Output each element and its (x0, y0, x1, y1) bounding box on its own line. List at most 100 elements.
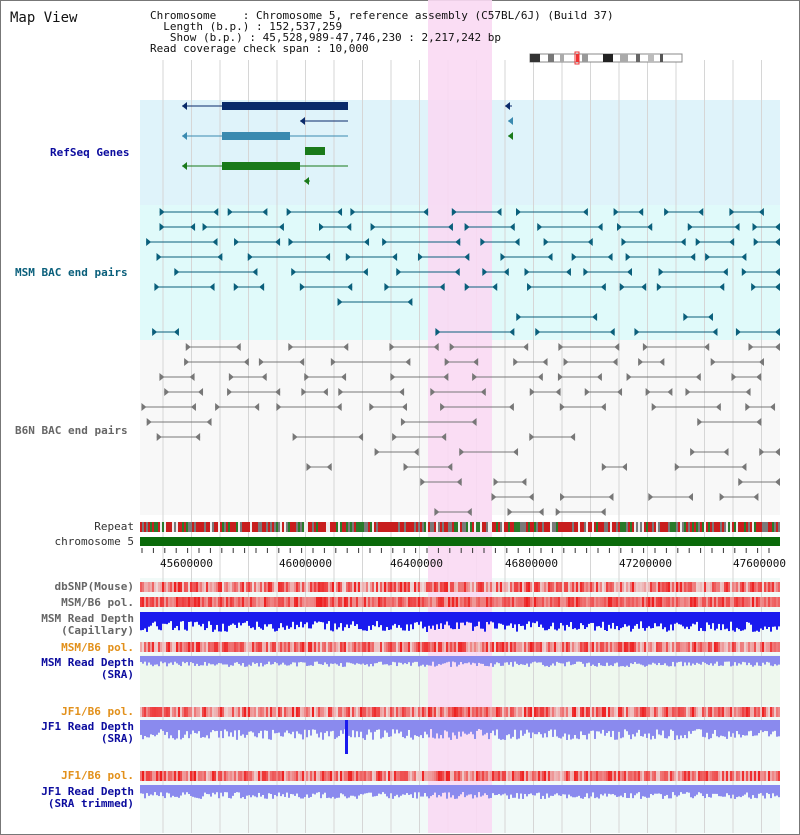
read-depth-bar (160, 720, 162, 730)
track-label-b6n-bac[interactable]: B6N BAC end pairs (15, 424, 128, 437)
track-label-msm-bac[interactable]: MSM BAC end pairs (15, 266, 128, 279)
bac-end (658, 268, 664, 276)
heatmap-cell (628, 582, 630, 592)
read-depth-bar (588, 785, 590, 799)
heatmap-cell (346, 771, 348, 781)
heatmap-cell (230, 707, 232, 717)
read-depth-bar (638, 720, 640, 730)
read-depth-bar (290, 720, 292, 735)
read-depth-bar (414, 656, 416, 662)
heatmap-cell (562, 597, 564, 607)
ideogram-band (620, 54, 628, 62)
heatmap-cell (632, 771, 634, 781)
read-depth-bar (164, 656, 166, 663)
heatmap-cell (420, 597, 422, 607)
read-depth-bar (202, 785, 204, 797)
repeat-segment (226, 522, 228, 532)
read-depth-bar (544, 612, 546, 631)
heatmap-cell (470, 771, 472, 781)
repeat-segment (534, 522, 536, 532)
heatmap-cell (534, 771, 536, 781)
read-depth-bar (702, 720, 704, 737)
read-depth-bar (200, 612, 202, 627)
repeat-segment (452, 522, 454, 532)
heatmap-cell (498, 642, 500, 652)
read-depth-bar (740, 720, 742, 738)
heatmap-cell (198, 642, 200, 652)
read-depth-bar (620, 785, 622, 796)
read-depth-bar (732, 785, 734, 795)
heatmap-cell (394, 642, 396, 652)
heatmap-cell (214, 582, 216, 592)
read-depth-bar (314, 612, 316, 622)
bac-end (341, 373, 347, 381)
read-depth-bar (464, 720, 466, 734)
repeat-segment (624, 522, 626, 532)
heatmap-cell (760, 582, 762, 592)
repeat-segment (490, 522, 492, 532)
heatmap-cell (550, 597, 552, 607)
heatmap-cell (568, 582, 570, 592)
heatmap-cell (520, 642, 522, 652)
read-depth-bar (706, 785, 708, 794)
read-depth-bar (192, 656, 194, 664)
heatmap-cell (616, 707, 618, 717)
heatmap-cell (270, 707, 272, 717)
read-depth-bar (680, 720, 682, 736)
heatmap-cell (510, 597, 512, 607)
read-depth-bar (464, 785, 466, 798)
heatmap-cell (744, 597, 746, 607)
read-depth-bar (380, 612, 382, 626)
heatmap-cell (678, 582, 680, 592)
heatmap-cell (282, 582, 284, 592)
repeat-segment (558, 522, 560, 532)
heatmap-cell (570, 771, 572, 781)
repeat-segment (728, 522, 730, 532)
heatmap-cell (670, 582, 672, 592)
heatmap-cell (534, 597, 536, 607)
read-depth-bar (738, 785, 740, 797)
heatmap-cell (746, 597, 748, 607)
read-depth-bar (514, 785, 516, 798)
read-depth-bar (626, 785, 628, 798)
heatmap-cell (174, 597, 176, 607)
heatmap-cell (750, 771, 752, 781)
heatmap-cell (266, 597, 268, 607)
heatmap-cell (764, 597, 766, 607)
read-depth-bar (246, 656, 248, 667)
read-depth-bar (760, 785, 762, 794)
heatmap-cell (626, 597, 628, 607)
heatmap-cell (240, 771, 242, 781)
bac-end (719, 493, 725, 501)
read-depth-bar (748, 612, 750, 623)
heatmap-cell (690, 771, 692, 781)
heatmap-cell (436, 707, 438, 717)
heatmap-cell (298, 597, 300, 607)
axis-tick-label: 47200000 (619, 557, 672, 570)
read-depth-bar (302, 612, 304, 628)
heatmap-cell (580, 642, 582, 652)
read-depth-bar (166, 656, 168, 667)
read-depth-bar (170, 720, 172, 736)
heatmap-cell (254, 771, 256, 781)
read-depth-bar (414, 612, 416, 623)
track-label-refseq[interactable]: RefSeq Genes (50, 146, 130, 159)
read-depth-bar (696, 720, 698, 730)
read-depth-bar (718, 612, 720, 624)
read-depth-bar (182, 656, 184, 662)
repeat-segment (512, 522, 514, 532)
bac-end (152, 328, 158, 336)
heatmap-cell (148, 771, 150, 781)
read-depth-bar (330, 720, 332, 732)
heatmap-cell (326, 597, 328, 607)
heatmap-cell (168, 707, 170, 717)
read-depth-bar (340, 612, 342, 624)
heatmap-cell (690, 642, 692, 652)
heatmap-cell (420, 642, 422, 652)
heatmap-cell (640, 707, 642, 717)
heatmap-cell (430, 642, 432, 652)
heatmap-cell (736, 771, 738, 781)
heatmap-cell (598, 771, 600, 781)
heatmap-cell (532, 771, 534, 781)
